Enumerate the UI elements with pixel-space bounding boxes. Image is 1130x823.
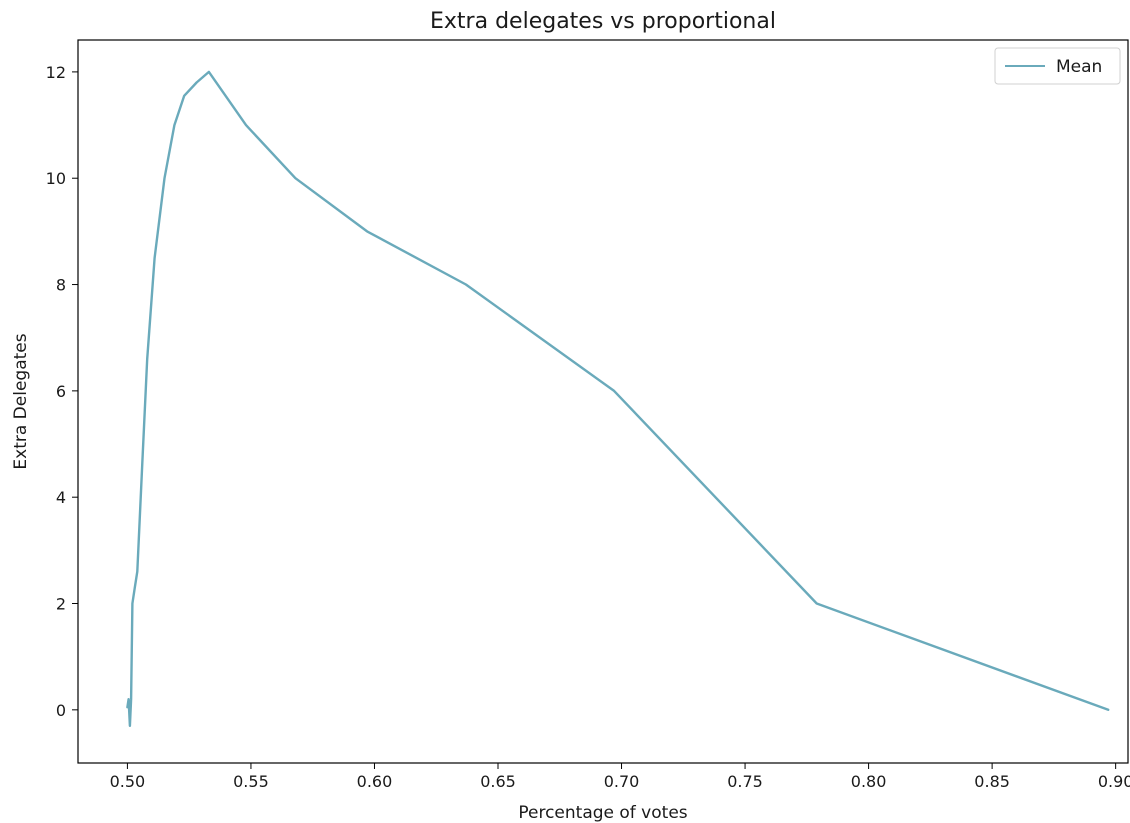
y-tick-label: 2 [56, 595, 66, 614]
legend-box [994, 47, 1121, 85]
plot-frame [77, 39, 1129, 764]
x-tick-label: 0.70 [604, 772, 640, 791]
x-tick-label: 0.60 [357, 772, 393, 791]
y-axis-label: Extra Delegates [11, 333, 31, 469]
x-tick-label: 0.65 [480, 772, 516, 791]
y-tick-label: 4 [56, 488, 66, 507]
y-tick-label: 12 [46, 63, 66, 82]
y-tick-label: 8 [56, 276, 66, 295]
chart-title: Extra delegates vs proportional [430, 9, 776, 34]
y-tick-label: 10 [46, 169, 66, 188]
x-tick-label: 0.90 [1098, 772, 1130, 791]
y-tick-label: 0 [56, 701, 66, 720]
legend-label: Mean [1056, 57, 1102, 77]
legend: Mean [994, 47, 1121, 85]
x-tick-label: 0.55 [233, 772, 269, 791]
series-line-mean [126, 70, 1110, 727]
x-tick-label: 0.75 [727, 772, 763, 791]
y-tick-label: 6 [56, 382, 66, 401]
x-axis-label: Percentage of votes [518, 803, 687, 823]
plot-area: 0.50 0.55 0.60 0.65 0.70 0.75 0.80 0.85 0.90 0 2 4 6… [46, 39, 1130, 791]
x-tick-label: 0.85 [974, 772, 1010, 791]
x-tick-label: 0.50 [110, 772, 146, 791]
x-tick-label: 0.80 [851, 772, 887, 791]
